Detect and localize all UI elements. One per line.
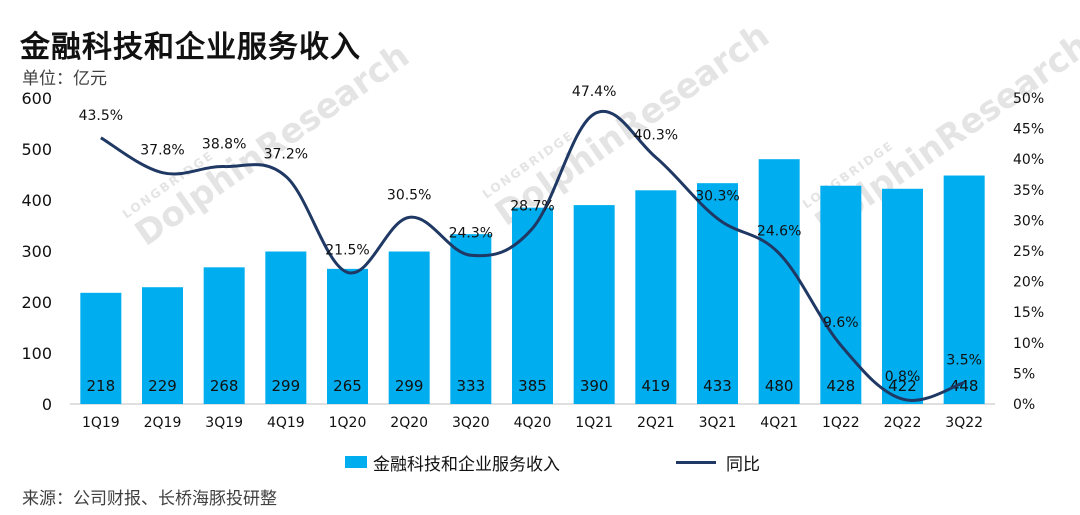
x-tick-label: 1Q20: [329, 415, 367, 431]
bar-value-label: 265: [333, 377, 362, 395]
line-value-label: 9.6%: [823, 315, 859, 331]
y-left-tick-label: 200: [21, 293, 52, 312]
bar-value-label: 422: [888, 377, 917, 395]
bar-value-label: 299: [272, 377, 301, 395]
bar: [635, 190, 677, 404]
y-right-tick-label: 15%: [1013, 305, 1044, 321]
y-right-tick-label: 10%: [1013, 336, 1044, 352]
bar: [697, 183, 738, 404]
y-right-tick-label: 20%: [1013, 275, 1044, 291]
source-note: 来源：公司财报、长桥海豚投研整: [22, 489, 277, 509]
bar: [142, 287, 183, 404]
x-tick-label: 2Q21: [637, 415, 675, 431]
x-tick-label: 3Q22: [945, 415, 983, 431]
y-right-tick-label: 25%: [1013, 244, 1044, 260]
x-tick-label: 4Q20: [514, 415, 552, 431]
bar-value-label: 390: [580, 377, 609, 395]
bar-value-label: 333: [457, 377, 486, 395]
line-value-label: 37.2%: [264, 146, 308, 162]
x-tick-label: 4Q19: [267, 415, 305, 431]
bar-value-label: 385: [518, 377, 547, 395]
bar: [80, 292, 122, 404]
x-tick-label: 1Q19: [82, 415, 120, 431]
line-value-label: 0.8%: [885, 369, 921, 385]
line-value-label: 40.3%: [634, 127, 678, 143]
line-value-label: 30.3%: [695, 189, 739, 205]
y-right-tick-label: 0%: [1013, 397, 1035, 413]
y-right-tick-label: 35%: [1013, 183, 1044, 199]
bar: [327, 268, 368, 404]
bar: [943, 175, 985, 404]
bar: [203, 267, 245, 404]
y-left-tick-label: 100: [21, 344, 52, 363]
y-right-tick-label: 5%: [1013, 366, 1035, 382]
y-right-tick-label: 45%: [1013, 122, 1044, 138]
line-value-labels: 43.5% 37.8% 38.8% 37.2% 21.5% 30.5% 24.3% 28.7%…: [79, 84, 982, 385]
y-right-tick-label: 50%: [1013, 91, 1044, 107]
bar-series: [80, 159, 985, 404]
legend-bar-label: 金融科技和企业服务收入: [373, 454, 560, 475]
line-value-label: 28.7%: [510, 198, 554, 214]
line-value-label: 21.5%: [325, 242, 369, 258]
bar: [388, 251, 430, 404]
y-left-tick-label: 300: [21, 242, 52, 261]
legend-line-label: 同比: [726, 454, 760, 475]
bar: [820, 185, 862, 404]
x-tick-label: 3Q19: [205, 415, 243, 431]
line-value-label: 38.8%: [202, 137, 246, 153]
bar-value-label: 433: [703, 377, 732, 395]
line-value-label: 24.3%: [449, 225, 493, 241]
bar: [450, 234, 492, 404]
x-tick-label: 1Q21: [575, 415, 613, 431]
x-tick-label: 2Q19: [144, 415, 182, 431]
legend-bar: 金融科技和企业服务收入: [345, 450, 560, 475]
bar-value-label: 229: [148, 377, 177, 395]
y-left-tick-label: 600: [21, 89, 52, 108]
y-right-tick-label: 30%: [1013, 213, 1044, 229]
legend-line: 同比: [676, 450, 760, 475]
bar-value-label: 428: [827, 377, 856, 395]
bar: [512, 207, 553, 404]
bar-value-label: 299: [395, 377, 424, 395]
y-left-tick-label: 500: [21, 140, 52, 159]
bar-value-label: 448: [950, 377, 979, 395]
line-value-label: 47.4%: [572, 84, 616, 100]
yoy-line: [100, 110, 965, 402]
y-left-tick-label: 0: [42, 395, 52, 414]
legend-line-swatch: [676, 460, 716, 464]
line-value-label: 43.5%: [79, 108, 123, 124]
y-right-tick-label: 40%: [1013, 152, 1044, 168]
bar-value-labels: 218 229 268 299 265 299 333 385 390 419 433 480 428 4…: [87, 377, 979, 395]
x-tick-label: 3Q20: [452, 415, 490, 431]
bar-value-label: 268: [210, 377, 239, 395]
bar: [573, 205, 615, 404]
x-tick-label: 2Q20: [390, 415, 428, 431]
unit-label: 单位：亿元: [22, 69, 107, 89]
x-tick-label: 4Q21: [760, 415, 798, 431]
x-tick-label: 2Q22: [884, 415, 922, 431]
line-value-label: 30.5%: [387, 187, 431, 203]
bar: [882, 188, 923, 404]
chart-title: 金融科技和企业服务收入: [20, 30, 361, 65]
bar: [265, 251, 307, 404]
line-value-label: 24.6%: [757, 223, 801, 239]
y-left-tick-label: 400: [21, 191, 52, 210]
bar-value-label: 419: [642, 377, 671, 395]
line-value-label: 3.5%: [946, 353, 982, 369]
legend-bar-swatch: [345, 456, 367, 468]
line-value-label: 37.8%: [140, 143, 184, 159]
bar: [758, 159, 800, 404]
bar-value-label: 480: [765, 377, 794, 395]
bar-value-label: 218: [87, 377, 116, 395]
x-tick-label: 3Q21: [699, 415, 737, 431]
x-tick-label: 1Q22: [822, 415, 860, 431]
